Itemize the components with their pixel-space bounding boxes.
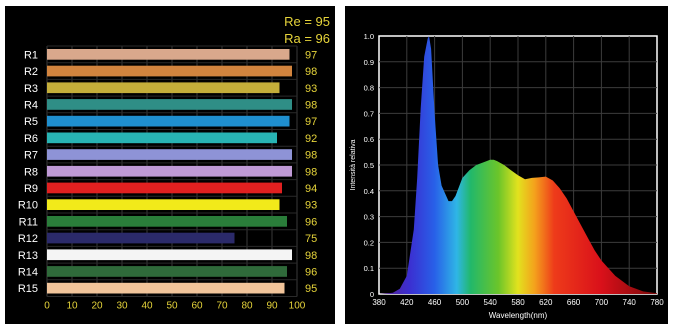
spectrum-y-tick-label: 0.5 <box>364 161 374 170</box>
spectrum-chart-panel: 380 420 460 500 540 580 620 660 700 740 780 0 0.1 0.… <box>345 6 668 324</box>
spectrum-x-tick-label: 460 <box>428 298 442 307</box>
cri-x-tick-label: 40 <box>141 301 153 312</box>
cri-value-label: 98 <box>305 166 317 178</box>
cri-category-label: R10 <box>18 200 38 212</box>
cri-bar-r2 <box>47 65 292 77</box>
cri-bar-r4 <box>47 99 292 110</box>
cri-x-tick-label: 100 <box>289 301 306 312</box>
re-label: Re = 95 <box>284 14 330 29</box>
cri-bar-r6 <box>47 132 277 144</box>
spectrum-y-tick-label: 0.7 <box>364 109 374 118</box>
spectrum-x-tick-label: 740 <box>623 298 637 307</box>
cri-value-label: 96 <box>305 216 317 228</box>
cri-x-tick-label: 50 <box>166 301 178 312</box>
cri-value-label: 75 <box>305 233 317 245</box>
ra-label: Ra = 96 <box>284 31 330 46</box>
cri-bar-r7 <box>47 149 292 160</box>
spectrum-x-tick-label: 540 <box>484 298 498 307</box>
cri-bar-r12 <box>47 232 235 244</box>
spectrum-y-tick-label: 0.3 <box>364 213 374 222</box>
cri-bar-r14 <box>47 266 287 277</box>
spectrum-x-axis-label: Wavelength(nm) <box>489 311 548 320</box>
cri-bar-r13 <box>47 249 292 261</box>
spectrum-x-tick-label: 620 <box>539 298 553 307</box>
spectrum-curve <box>379 36 657 294</box>
cri-value-label: 97 <box>305 116 317 128</box>
cri-value-label: 97 <box>305 49 317 61</box>
cri-bar-r9 <box>47 182 282 194</box>
spectrum-x-tick-label: 660 <box>567 298 581 307</box>
cri-x-tick-label: 20 <box>91 301 103 312</box>
cri-bar-r11 <box>47 216 287 227</box>
cri-category-label: R13 <box>18 250 38 262</box>
spectrum-y-tick-label: 0.2 <box>364 238 374 247</box>
spectrum-y-tick-label: 0.4 <box>364 187 374 196</box>
cri-value-label: 93 <box>305 83 317 95</box>
spectrum-x-tick-label: 580 <box>511 298 525 307</box>
cri-x-tick-label: 70 <box>216 301 228 312</box>
cri-value-label: 92 <box>305 133 317 145</box>
cri-category-label: R11 <box>19 216 38 228</box>
spectrum-x-tick-label: 380 <box>372 298 386 307</box>
cri-category-label: R12 <box>18 233 38 245</box>
cri-x-tick-label: 30 <box>116 301 128 312</box>
cri-category-label: R5 <box>24 116 38 128</box>
cri-value-label: 94 <box>305 183 317 195</box>
cri-category-label: R1 <box>24 49 38 61</box>
cri-category-label: R6 <box>24 133 38 145</box>
spectrum-y-tick-label: 0 <box>370 290 374 299</box>
cri-value-label: 98 <box>305 99 317 111</box>
cri-category-label: R14 <box>18 266 38 278</box>
cri-x-tick-label: 0 <box>44 301 50 312</box>
spectrum-x-tick-label: 780 <box>650 298 664 307</box>
spectrum-x-tick-label: 420 <box>400 298 414 307</box>
cri-category-label: R15 <box>18 283 38 295</box>
spectrum-y-tick-label: 0.9 <box>364 58 374 67</box>
cri-x-tick-label: 90 <box>266 301 278 312</box>
spectrum-x-tick-label: 700 <box>595 298 609 307</box>
cri-chart-panel: R1 R2 R3 R4 R5 R6 R7 R8 R9 R10 R11 R12 R13 R14 R15 97 9… <box>5 6 335 324</box>
cri-bar-r1 <box>47 49 290 60</box>
cri-bar-r8 <box>47 165 292 177</box>
cri-value-label: 95 <box>305 283 317 295</box>
spectrum-x-tick-label: 500 <box>456 298 470 307</box>
cri-bar-r15 <box>47 282 285 294</box>
spectrum-y-tick-label: 0.1 <box>364 264 374 273</box>
cri-bar-chart: R1 R2 R3 R4 R5 R6 R7 R8 R9 R10 R11 R12 R13 R14 R15 97 9… <box>18 14 330 312</box>
cri-bar-r5 <box>47 115 290 127</box>
cri-value-label: 98 <box>305 250 317 262</box>
cri-bar-r10 <box>47 199 280 210</box>
spectrum-area-chart: 380 420 460 500 540 580 620 660 700 740 780 0 0.1 0.… <box>350 32 664 320</box>
spectrum-y-tick-label: 1.0 <box>364 32 374 41</box>
cri-category-label: R4 <box>24 99 38 111</box>
cri-category-label: R9 <box>24 183 38 195</box>
spectrum-y-tick-label: 0.8 <box>364 84 374 93</box>
cri-value-label: 96 <box>305 266 317 278</box>
cri-category-label: R2 <box>24 66 38 78</box>
cri-value-label: 93 <box>305 200 317 212</box>
cri-value-label: 98 <box>305 150 317 162</box>
cri-category-label: R8 <box>24 166 38 178</box>
cri-x-tick-label: 10 <box>66 301 78 312</box>
cri-x-tick-label: 60 <box>191 301 203 312</box>
spectrum-y-axis-label: Intensità relativa <box>350 139 357 190</box>
cri-bar-r3 <box>47 82 280 94</box>
cri-category-label: R7 <box>24 150 38 162</box>
cri-category-label: R3 <box>24 83 38 95</box>
cri-x-tick-label: 80 <box>241 301 253 312</box>
spectrum-y-tick-label: 0.6 <box>364 135 374 144</box>
cri-value-label: 98 <box>305 66 317 78</box>
